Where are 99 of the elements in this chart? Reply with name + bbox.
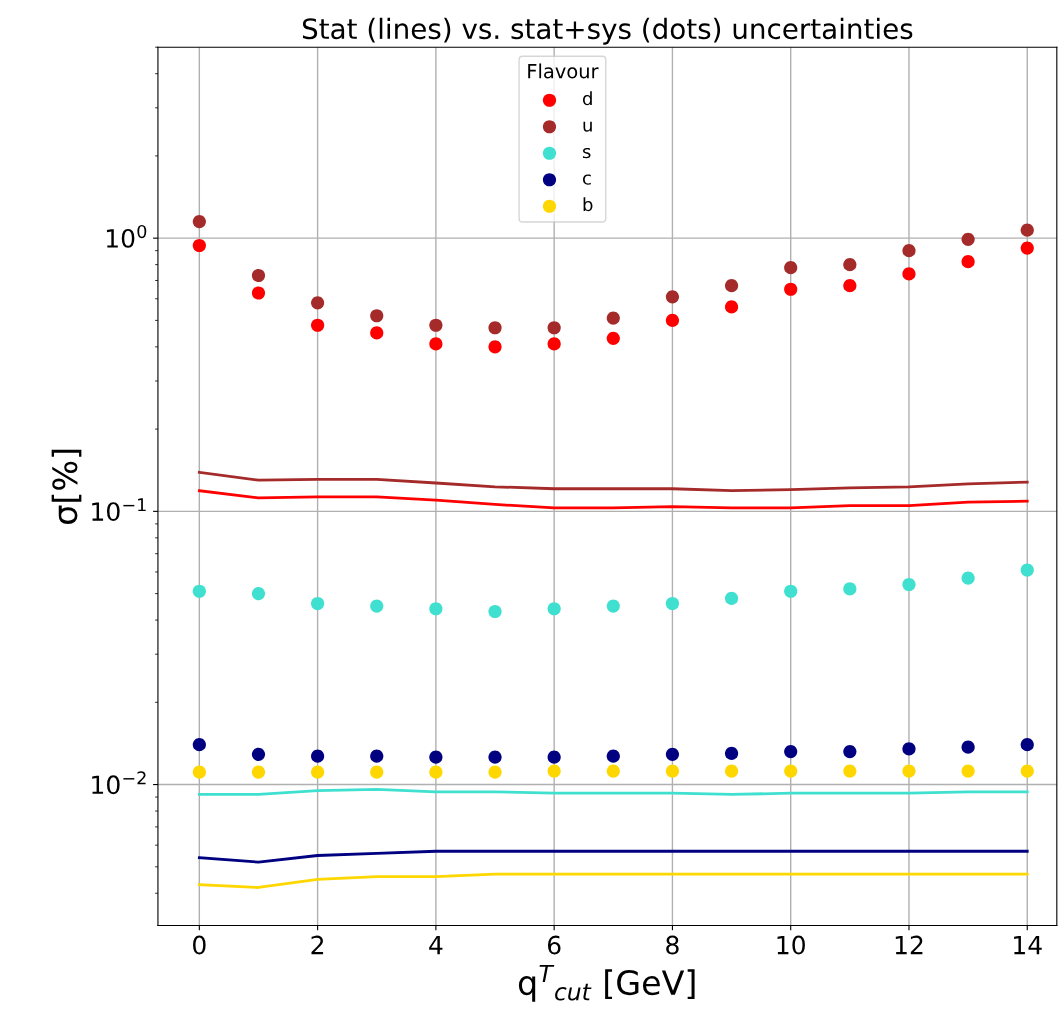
point	[1020, 563, 1034, 577]
line-series	[197, 489, 1029, 510]
point	[843, 279, 857, 293]
point	[488, 340, 502, 354]
point	[547, 764, 561, 778]
point	[961, 571, 975, 585]
point	[1020, 241, 1034, 255]
point	[192, 765, 206, 779]
point	[961, 740, 975, 754]
point	[843, 258, 857, 272]
point	[606, 599, 620, 613]
point	[251, 587, 266, 601]
x-tick-label: 2	[311, 935, 324, 955]
point	[251, 268, 266, 283]
point	[311, 318, 325, 332]
point	[961, 255, 975, 269]
point	[724, 764, 739, 778]
point	[724, 300, 739, 314]
point	[724, 279, 739, 293]
point	[192, 584, 206, 598]
point	[902, 764, 916, 778]
point	[784, 745, 798, 759]
point	[902, 742, 916, 756]
legend-label: d	[582, 91, 592, 106]
point	[547, 750, 561, 764]
point	[370, 765, 384, 779]
point	[488, 765, 502, 779]
point	[429, 318, 443, 332]
point	[902, 267, 916, 281]
x-tick-label: 6	[547, 935, 561, 955]
point	[370, 326, 384, 340]
legend-label: s	[582, 147, 591, 159]
point	[488, 604, 502, 619]
point	[784, 764, 798, 778]
y-tick-label: 10$^{0}$	[106, 224, 147, 248]
point	[665, 764, 680, 778]
point	[1020, 738, 1034, 752]
legend-title: Flavour	[528, 63, 599, 79]
point	[784, 584, 798, 598]
point	[192, 238, 206, 253]
point	[961, 764, 975, 778]
point	[665, 290, 680, 304]
legend-label: b	[583, 197, 593, 212]
y-axis-title: σ[%]	[51, 449, 82, 524]
point	[429, 765, 443, 779]
point	[665, 747, 680, 761]
legend-label: u	[583, 121, 592, 132]
point	[902, 244, 916, 258]
x-axis-title: q$^{T}$$_{cut}$ [GeV]	[518, 964, 695, 1002]
point	[961, 232, 975, 246]
point	[488, 321, 502, 335]
x-tick-label: 14	[1014, 935, 1042, 955]
legend-label: c	[582, 174, 591, 185]
point	[311, 765, 325, 779]
point	[902, 577, 916, 592]
point	[784, 282, 798, 296]
point	[665, 596, 680, 611]
chart-title: Stat (lines) vs. stat+sys (dots) uncertainties	[302, 17, 913, 45]
point	[311, 596, 325, 611]
point	[1020, 764, 1034, 778]
point	[370, 309, 384, 323]
line-series	[197, 470, 1029, 493]
point	[370, 749, 384, 763]
x-tick-label: 12	[895, 935, 923, 955]
point	[311, 749, 325, 763]
point	[606, 311, 620, 325]
y-tick-label: 10$^{−2}$	[92, 771, 146, 795]
x-tick-label: 4	[429, 935, 443, 955]
point	[488, 750, 502, 764]
point	[1020, 223, 1034, 237]
line-series	[197, 872, 1029, 889]
point	[665, 313, 680, 327]
x-tick-label: 10	[777, 935, 805, 955]
point	[192, 214, 206, 229]
line-series	[197, 849, 1029, 864]
point	[606, 749, 620, 763]
point	[843, 582, 857, 596]
point	[192, 738, 206, 752]
point	[724, 746, 739, 761]
point	[547, 321, 561, 335]
x-tick-label: 0	[193, 935, 206, 955]
point	[370, 599, 384, 613]
point	[311, 296, 325, 310]
point	[429, 602, 443, 616]
point	[251, 765, 266, 779]
point	[251, 747, 266, 761]
point	[724, 591, 739, 606]
x-tick-label: 8	[666, 935, 679, 955]
point	[429, 750, 443, 764]
point	[429, 337, 443, 351]
point	[547, 602, 561, 616]
y-tick-label: 10$^{−1}$	[92, 498, 146, 522]
point	[251, 286, 266, 300]
point	[606, 331, 620, 345]
point	[843, 764, 857, 778]
point	[547, 337, 561, 351]
point	[843, 745, 857, 759]
point	[606, 764, 620, 778]
point	[784, 261, 798, 275]
